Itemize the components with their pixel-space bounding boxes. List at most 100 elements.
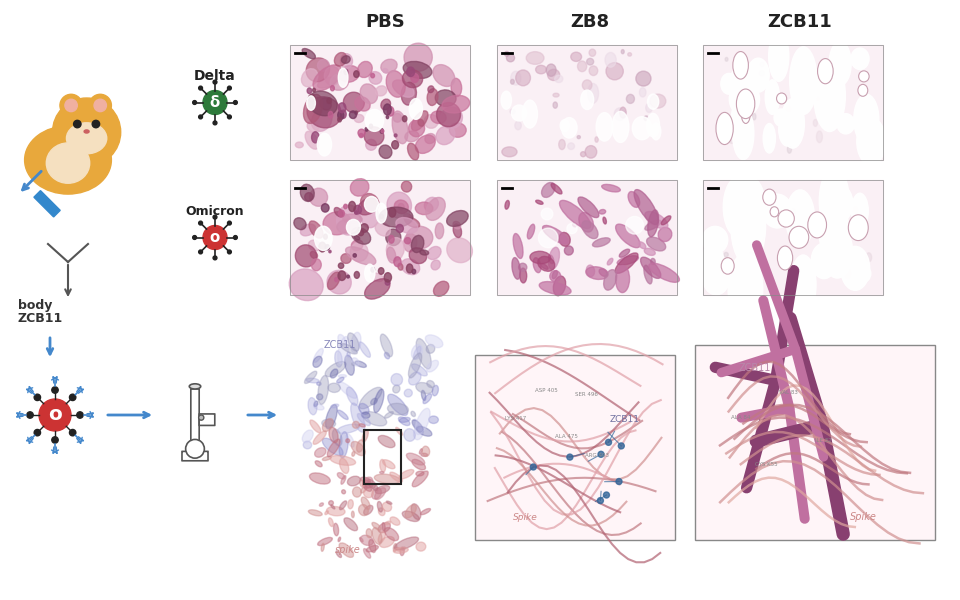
Text: o: o: [210, 230, 220, 245]
Ellipse shape: [324, 511, 328, 515]
Ellipse shape: [370, 124, 372, 128]
Ellipse shape: [852, 222, 857, 227]
Ellipse shape: [732, 52, 749, 79]
Ellipse shape: [418, 119, 424, 126]
Ellipse shape: [363, 412, 387, 426]
Ellipse shape: [813, 119, 817, 127]
Circle shape: [597, 497, 604, 503]
Ellipse shape: [318, 538, 332, 545]
Ellipse shape: [548, 255, 554, 263]
Text: SER 496: SER 496: [575, 392, 598, 397]
Ellipse shape: [345, 355, 354, 375]
Ellipse shape: [571, 52, 582, 61]
Ellipse shape: [512, 105, 527, 121]
Ellipse shape: [382, 523, 385, 531]
Ellipse shape: [382, 502, 392, 511]
Ellipse shape: [411, 235, 424, 253]
Ellipse shape: [344, 70, 348, 74]
Circle shape: [199, 250, 203, 254]
Ellipse shape: [638, 242, 646, 248]
Ellipse shape: [348, 476, 360, 486]
Ellipse shape: [390, 517, 400, 525]
Ellipse shape: [639, 88, 646, 97]
Ellipse shape: [328, 518, 333, 527]
Ellipse shape: [564, 246, 573, 255]
Ellipse shape: [320, 98, 331, 110]
Ellipse shape: [723, 176, 755, 238]
Ellipse shape: [724, 253, 729, 257]
Ellipse shape: [355, 97, 371, 111]
Text: ILE 32: ILE 32: [815, 439, 831, 443]
Ellipse shape: [858, 71, 869, 82]
Ellipse shape: [659, 227, 672, 242]
Ellipse shape: [852, 193, 868, 229]
Ellipse shape: [338, 271, 346, 280]
Ellipse shape: [412, 344, 422, 359]
Ellipse shape: [747, 58, 769, 92]
Ellipse shape: [322, 419, 336, 427]
Ellipse shape: [340, 344, 357, 354]
Ellipse shape: [615, 253, 638, 274]
Circle shape: [193, 101, 197, 104]
Circle shape: [69, 394, 76, 401]
Ellipse shape: [378, 523, 391, 533]
Circle shape: [77, 412, 84, 418]
Ellipse shape: [318, 59, 329, 71]
Ellipse shape: [343, 214, 362, 224]
Ellipse shape: [348, 500, 353, 509]
Ellipse shape: [360, 224, 369, 232]
Ellipse shape: [759, 232, 763, 238]
Ellipse shape: [337, 219, 358, 233]
Ellipse shape: [856, 118, 885, 165]
Ellipse shape: [427, 380, 435, 388]
Ellipse shape: [583, 80, 592, 90]
Ellipse shape: [726, 136, 729, 142]
Ellipse shape: [420, 509, 430, 515]
Ellipse shape: [807, 212, 827, 238]
Ellipse shape: [581, 152, 586, 157]
Ellipse shape: [336, 551, 342, 557]
Ellipse shape: [342, 56, 350, 64]
Ellipse shape: [365, 109, 384, 131]
Text: ASP 405: ASP 405: [535, 388, 558, 393]
Ellipse shape: [309, 221, 323, 238]
Text: Omicron: Omicron: [185, 205, 244, 218]
Text: CYS K55: CYS K55: [755, 462, 778, 467]
Ellipse shape: [386, 71, 405, 97]
Ellipse shape: [409, 120, 424, 137]
Ellipse shape: [341, 476, 346, 484]
Ellipse shape: [442, 95, 469, 113]
Bar: [497, 180, 677, 295]
Ellipse shape: [541, 208, 553, 220]
Bar: [695, 345, 935, 540]
Ellipse shape: [400, 547, 404, 556]
Ellipse shape: [395, 537, 419, 550]
Ellipse shape: [412, 471, 428, 487]
Ellipse shape: [578, 61, 587, 71]
Ellipse shape: [365, 196, 378, 212]
Ellipse shape: [303, 94, 323, 124]
Ellipse shape: [446, 238, 472, 263]
Ellipse shape: [378, 268, 384, 274]
Text: Spike: Spike: [850, 512, 876, 521]
Ellipse shape: [347, 220, 360, 235]
Ellipse shape: [403, 61, 432, 79]
Ellipse shape: [416, 383, 433, 394]
Ellipse shape: [308, 510, 323, 516]
Ellipse shape: [453, 221, 461, 229]
Ellipse shape: [300, 224, 316, 236]
Ellipse shape: [386, 238, 404, 261]
Ellipse shape: [314, 404, 324, 410]
Ellipse shape: [365, 127, 368, 131]
Ellipse shape: [753, 113, 756, 120]
Ellipse shape: [436, 126, 455, 145]
Text: Delta: Delta: [194, 70, 236, 83]
Ellipse shape: [811, 87, 817, 94]
Ellipse shape: [338, 374, 347, 377]
Ellipse shape: [759, 71, 764, 76]
Ellipse shape: [375, 86, 387, 96]
Ellipse shape: [646, 103, 652, 112]
Ellipse shape: [853, 206, 857, 214]
Circle shape: [39, 399, 71, 431]
Ellipse shape: [552, 271, 558, 279]
